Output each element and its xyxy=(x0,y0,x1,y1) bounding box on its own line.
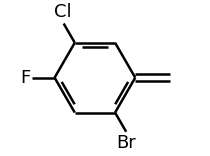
Text: F: F xyxy=(20,69,30,87)
Text: Cl: Cl xyxy=(54,3,72,21)
Text: Br: Br xyxy=(116,134,136,152)
